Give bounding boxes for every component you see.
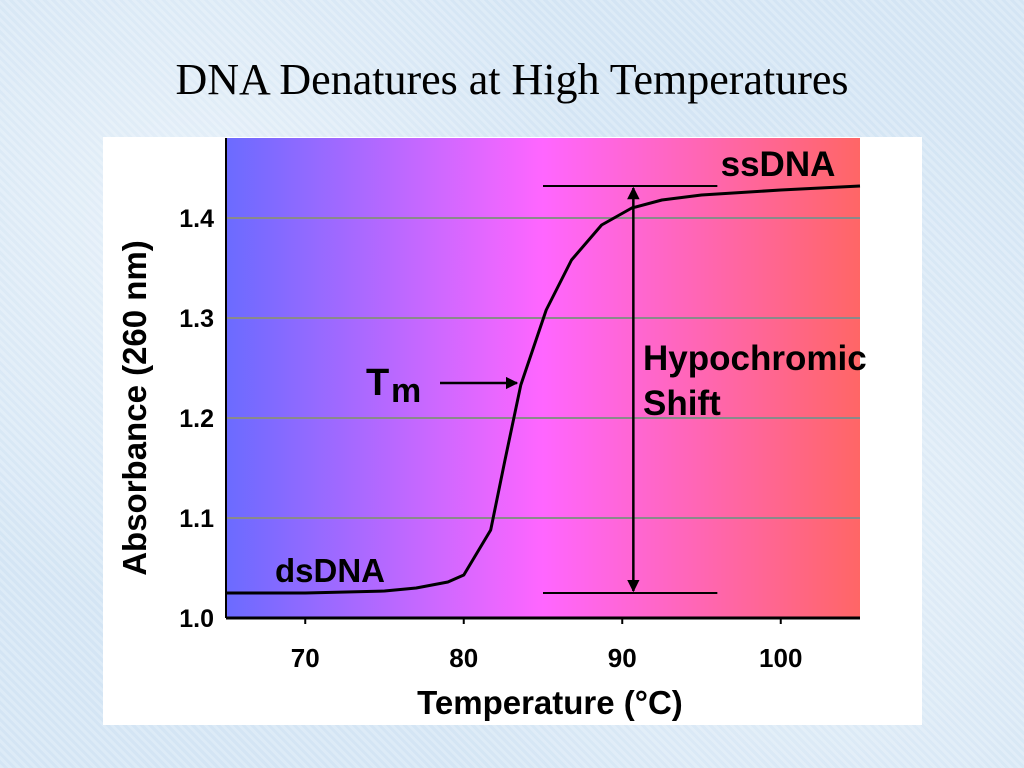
y-tick-label: 1.2 <box>179 405 214 433</box>
tm-label-main: T <box>366 362 389 404</box>
x-tick-label: 90 <box>608 643 637 673</box>
y-tick-label: 1.3 <box>179 305 214 333</box>
data-line <box>226 184 861 595</box>
ssdna-label: ssDNA <box>721 145 836 184</box>
y-axis-label: Absorbance (260 nm) <box>116 240 153 576</box>
plot-background <box>226 138 860 618</box>
hypochromic-shift-label: Hypochromic <box>643 339 867 378</box>
slide-title: DNA Denatures at High Temperatures <box>175 55 848 104</box>
x-tick-label: 70 <box>291 643 320 673</box>
tm-label-sub: m <box>391 372 421 410</box>
x-tick-label: 80 <box>449 643 478 673</box>
x-axis-label: Temperature (°C) <box>417 684 683 721</box>
hypochromic-shift-label: Shift <box>643 384 721 423</box>
dsdna-label: dsDNA <box>275 552 385 589</box>
x-tick-label: 100 <box>759 643 802 673</box>
y-tick-label: 1.1 <box>179 505 214 533</box>
y-tick-label: 1.0 <box>179 605 214 633</box>
y-tick-label: 1.4 <box>179 205 214 233</box>
